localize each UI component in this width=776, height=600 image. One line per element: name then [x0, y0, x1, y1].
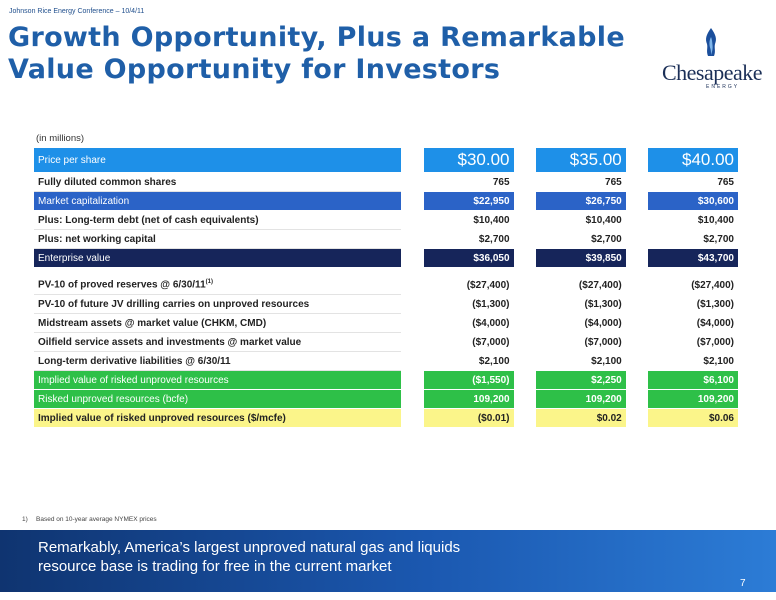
banner-line-1: Remarkably, America’s largest unproved n… — [38, 539, 461, 556]
row-label: Long-term derivative liabilities @ 6/30/… — [34, 352, 402, 371]
value-cell: 765 — [648, 173, 738, 192]
row-label: Plus: net working capital — [34, 230, 402, 249]
value-cell: $10,400 — [535, 211, 626, 230]
value-cell: $2,700 — [648, 230, 738, 249]
title-line-2: Value Opportunity for Investors — [8, 54, 501, 85]
value-cell: 109,200 — [535, 390, 626, 409]
value-cell: $10,400 — [423, 211, 514, 230]
table-row: Enterprise value $36,050 $39,850 $43,700 — [34, 249, 738, 268]
value-cell: ($4,000) — [423, 314, 514, 333]
units-note: (in millions) — [36, 133, 85, 144]
table-row: Implied value of risked unproved resourc… — [34, 409, 738, 428]
value-cell: $0.02 — [535, 409, 626, 428]
row-label: Market capitalization — [34, 192, 402, 211]
value-cell: 765 — [535, 173, 626, 192]
row-label: Implied value of risked unproved resourc… — [34, 371, 402, 390]
valuation-table: Price per share $30.00 $35.00 $40.00 Ful… — [34, 148, 738, 428]
banner-text: Remarkably, America’s largest unproved n… — [38, 538, 678, 576]
row-label: Price per share — [34, 148, 402, 173]
value-cell: 765 — [423, 173, 514, 192]
value-cell: $22,950 — [423, 192, 514, 211]
value-cell: $36,050 — [423, 249, 514, 268]
row-label: Oilfield service assets and investments … — [34, 333, 402, 352]
flame-icon — [706, 28, 716, 56]
chesapeake-logo: Chesapeake ENERGY — [656, 28, 768, 92]
value-cell: ($4,000) — [648, 314, 738, 333]
value-cell: $26,750 — [535, 192, 626, 211]
row-label: Plus: Long-term debt (net of cash equiva… — [34, 211, 402, 230]
table-row: Market capitalization $22,950 $26,750 $3… — [34, 192, 738, 211]
footnote: 1) Based on 10-year average NYMEX prices — [22, 516, 157, 523]
price-cell: $35.00 — [535, 148, 626, 173]
table-row: Implied value of risked unproved resourc… — [34, 371, 738, 390]
value-cell: ($7,000) — [423, 333, 514, 352]
table-row: Plus: Long-term debt (net of cash equiva… — [34, 211, 738, 230]
row-label: Midstream assets @ market value (CHKM, C… — [34, 314, 402, 333]
title-line-1: Growth Opportunity, Plus a Remarkable — [8, 22, 625, 53]
value-cell: ($1,300) — [535, 295, 626, 314]
value-cell: $30,600 — [648, 192, 738, 211]
value-cell: $39,850 — [535, 249, 626, 268]
value-cell: $0.06 — [648, 409, 738, 428]
value-cell: ($1,300) — [423, 295, 514, 314]
value-cell: $2,700 — [535, 230, 626, 249]
table-row: PV-10 of proved reserves @ 6/30/11(1) ($… — [34, 276, 738, 295]
row-label: Fully diluted common shares — [34, 173, 402, 192]
value-cell: $6,100 — [648, 371, 738, 390]
table-row: Long-term derivative liabilities @ 6/30/… — [34, 352, 738, 371]
value-cell: ($7,000) — [648, 333, 738, 352]
value-cell: ($27,400) — [535, 276, 626, 295]
value-cell: ($7,000) — [535, 333, 626, 352]
value-cell: $2,100 — [535, 352, 626, 371]
value-cell: ($27,400) — [423, 276, 514, 295]
value-cell: $2,100 — [423, 352, 514, 371]
footnote-number: 1) — [22, 516, 28, 523]
value-cell: $2,250 — [535, 371, 626, 390]
table-row: Oilfield service assets and investments … — [34, 333, 738, 352]
value-cell: 109,200 — [648, 390, 738, 409]
value-cell: $43,700 — [648, 249, 738, 268]
row-label: PV-10 of proved reserves @ 6/30/11(1) — [34, 276, 402, 295]
row-label: Implied value of risked unproved resourc… — [34, 409, 402, 428]
logo-wordmark: Chesapeake — [661, 60, 763, 85]
price-cell: $40.00 — [648, 148, 738, 173]
logo-subtitle: ENERGY — [706, 84, 740, 90]
row-label: Enterprise value — [34, 249, 402, 268]
value-cell: ($0.01) — [423, 409, 514, 428]
value-cell: 109,200 — [423, 390, 514, 409]
bottom-banner: Remarkably, America’s largest unproved n… — [0, 530, 776, 592]
value-cell: ($27,400) — [648, 276, 738, 295]
value-cell: ($1,550) — [423, 371, 514, 390]
table-row-price: Price per share $30.00 $35.00 $40.00 — [34, 148, 738, 173]
row-label: Risked unproved resources (bcfe) — [34, 390, 402, 409]
table-row: Risked unproved resources (bcfe) 109,200… — [34, 390, 738, 409]
value-cell: $10,400 — [648, 211, 738, 230]
footnote-text: Based on 10-year average NYMEX prices — [36, 516, 157, 523]
price-cell: $30.00 — [423, 148, 514, 173]
table-row: Fully diluted common shares 765 765 765 — [34, 173, 738, 192]
page-number: 7 — [740, 578, 746, 589]
value-cell: $2,100 — [648, 352, 738, 371]
slide-title: Growth Opportunity, Plus a Remarkable Va… — [8, 22, 648, 86]
footnote-marker: (1) — [205, 279, 213, 286]
value-cell: ($4,000) — [535, 314, 626, 333]
value-cell: $2,700 — [423, 230, 514, 249]
row-label: PV-10 of future JV drilling carries on u… — [34, 295, 402, 314]
banner-line-2: resource base is trading for free in the… — [38, 558, 392, 575]
value-cell: ($1,300) — [648, 295, 738, 314]
table-row: PV-10 of future JV drilling carries on u… — [34, 295, 738, 314]
table-row: Midstream assets @ market value (CHKM, C… — [34, 314, 738, 333]
table-row: Plus: net working capital $2,700 $2,700 … — [34, 230, 738, 249]
conference-note: Johnson Rice Energy Conference – 10/4/11 — [9, 8, 145, 15]
